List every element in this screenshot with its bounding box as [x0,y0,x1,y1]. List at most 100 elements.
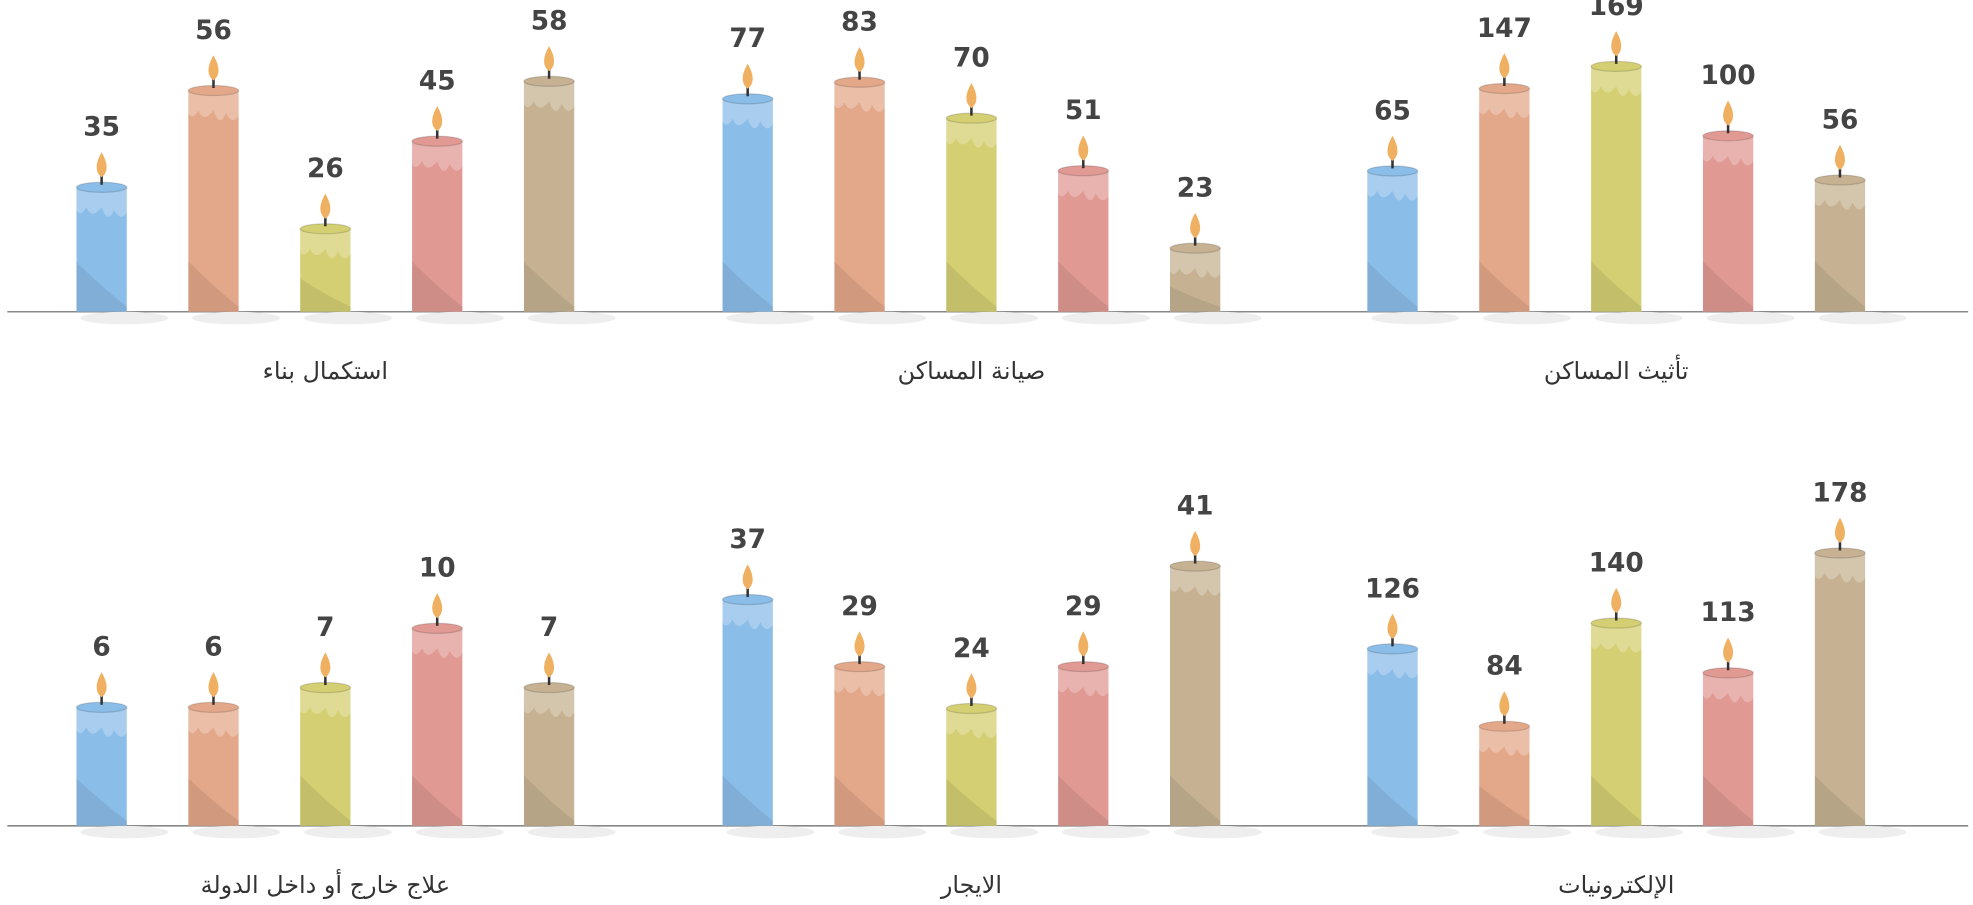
candle [834,82,885,312]
candle-drip [1058,170,1109,201]
candle-shadow [1061,311,1150,325]
candle-drip [1058,666,1109,697]
panel-title: علاج خارج أو داخل الدولة [201,869,451,899]
candle [188,707,239,826]
flame [432,593,443,619]
value-label: 147 [1477,14,1532,44]
flame [1611,587,1622,613]
candle-shade [722,261,773,312]
candle-shadow [303,311,392,325]
value-label: 41 [1177,491,1214,521]
candle-shadow [1818,311,1907,325]
candle-shadow [80,825,169,839]
candle [523,687,575,826]
flame [544,46,555,72]
candle-shade [188,261,239,312]
flame [320,652,331,678]
candle-drip [523,81,575,111]
candle-shade [1814,775,1866,826]
candle [1591,623,1642,826]
candle [722,98,773,312]
candle-shadow [726,311,815,325]
value-label: 100 [1701,61,1756,91]
flame [742,63,753,89]
panel-title: تأثيث المساكن [1544,354,1689,385]
candle-shadow [415,311,504,325]
flame [1190,530,1201,556]
value-label: 45 [419,67,456,97]
flame [1611,31,1622,57]
candle-shade [188,778,239,826]
value-label: 26 [307,154,344,184]
candle-shadow [838,311,927,325]
candle [946,118,997,312]
value-label: 70 [953,44,990,74]
flame [854,631,865,657]
candle-drip [188,90,239,121]
flame [1387,613,1398,639]
candle-shade [1058,775,1109,826]
candle-shadow [1594,825,1683,839]
flame [1723,637,1734,663]
candle-shadow [1371,825,1460,839]
candle [1058,170,1109,312]
candle-drip [412,628,463,658]
value-label: 23 [1177,174,1214,204]
flame [966,673,977,699]
value-label: 29 [841,592,878,622]
candle-shade [1702,775,1754,826]
value-label: 84 [1486,652,1523,682]
value-label: 24 [953,634,990,664]
candle-shadow [1173,825,1262,839]
candle [1170,566,1221,826]
candle [188,90,239,312]
candle [1170,248,1221,312]
flame [1499,691,1510,717]
candle-shade [1479,261,1530,312]
candle-shadow [80,311,169,325]
flame [854,47,865,73]
value-label: 58 [531,7,568,37]
candle-shade [1702,261,1754,312]
candle-drip [1814,179,1866,210]
candle-shadow [303,825,392,839]
candle-shade [1058,261,1109,312]
value-label: 140 [1589,548,1644,578]
candle-drip [1479,726,1530,756]
candle-shade [300,775,351,826]
candle-shade [1479,785,1530,826]
candle-shadow [415,825,504,839]
candle-shade [946,778,997,826]
flame [1078,135,1089,161]
candle-shadow [950,311,1039,325]
candle [76,707,127,826]
flame [1499,53,1510,79]
candle [722,599,773,826]
candle [1814,179,1866,312]
candle-drip [1367,648,1418,679]
flame [1387,135,1398,161]
candle-shadow [1061,825,1150,839]
value-label: 126 [1365,574,1420,604]
candle-shade [1170,286,1221,312]
candle [1058,666,1109,826]
candle-drip [1591,66,1642,96]
value-label: 6 [92,633,110,663]
candle [1814,552,1866,826]
candle-shadow [1482,311,1571,325]
candle-shade [1814,261,1866,312]
value-label: 29 [1065,592,1102,622]
candle-drip [946,708,997,739]
candle-shade [76,261,127,312]
value-label: 35 [83,113,120,143]
flame [320,193,331,219]
candle-shadow [726,825,815,839]
flame [1834,144,1845,170]
candle-shadow [1371,311,1460,325]
panel-title: الإلكترونيات [1558,871,1674,899]
candle [412,628,463,826]
candle-shade [722,775,773,826]
candle [1479,88,1530,312]
flame [432,106,443,132]
